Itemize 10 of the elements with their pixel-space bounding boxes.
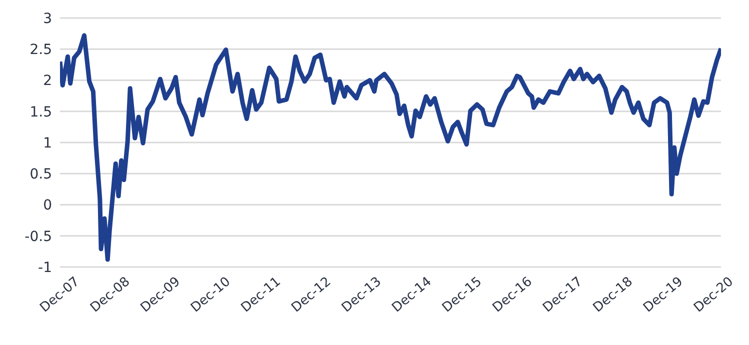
y-tick-label: 0 [43, 198, 52, 214]
y-tick-label: -1 [38, 260, 52, 276]
y-tick-label: 2.5 [30, 42, 52, 58]
y-tick-label: -0.5 [24, 228, 52, 245]
y-tick-label: 1.5 [30, 104, 52, 120]
y-tick-label: 2 [43, 73, 52, 90]
y-tick-label: 0.5 [30, 166, 52, 183]
line-series [60, 33, 721, 262]
y-tick-label: 1 [43, 135, 52, 152]
y-tick-label: 3 [43, 10, 52, 27]
